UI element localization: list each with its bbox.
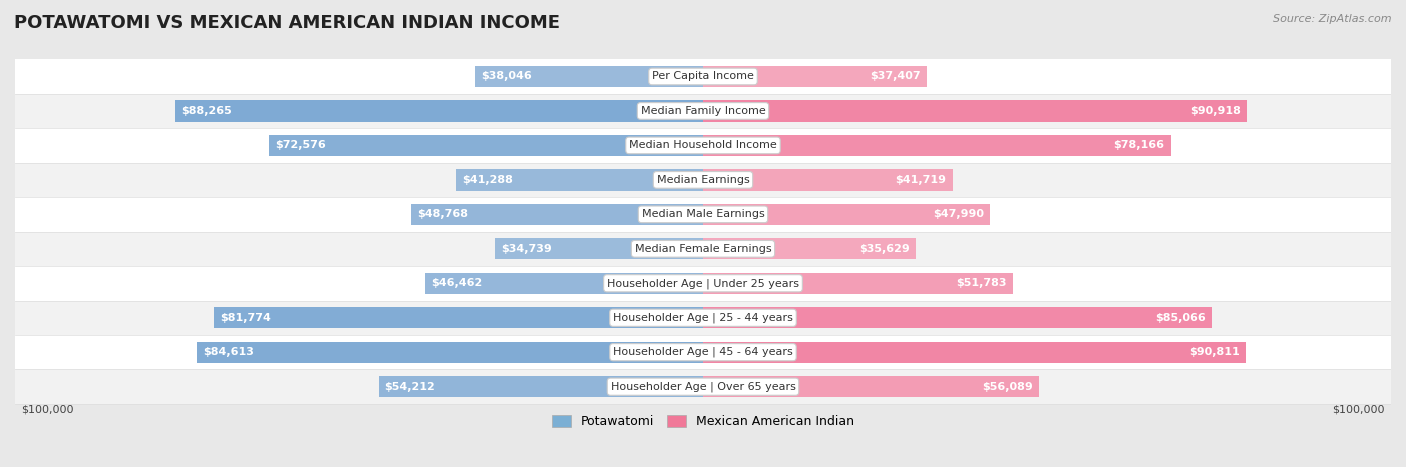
Text: $35,629: $35,629	[859, 244, 910, 254]
Text: $72,576: $72,576	[274, 141, 326, 150]
Bar	[15, 163, 1391, 197]
Bar	[703, 169, 953, 191]
Bar	[703, 341, 1246, 363]
Text: $46,462: $46,462	[432, 278, 482, 288]
Text: Householder Age | 25 - 44 years: Householder Age | 25 - 44 years	[613, 312, 793, 323]
Bar	[411, 204, 703, 225]
Bar	[425, 273, 703, 294]
Text: $90,811: $90,811	[1189, 347, 1240, 357]
Text: Median Male Earnings: Median Male Earnings	[641, 209, 765, 219]
Bar	[703, 204, 990, 225]
Text: $81,774: $81,774	[219, 313, 270, 323]
Bar	[495, 238, 703, 260]
Text: $100,000: $100,000	[21, 404, 73, 414]
Text: Median Earnings: Median Earnings	[657, 175, 749, 185]
Bar	[269, 135, 703, 156]
Text: Median Household Income: Median Household Income	[628, 141, 778, 150]
Bar	[15, 94, 1391, 128]
Bar	[197, 341, 703, 363]
Text: Householder Age | Over 65 years: Householder Age | Over 65 years	[610, 382, 796, 392]
Bar	[15, 59, 1391, 94]
Bar	[15, 335, 1391, 369]
Text: $41,288: $41,288	[463, 175, 513, 185]
Text: Householder Age | 45 - 64 years: Householder Age | 45 - 64 years	[613, 347, 793, 357]
Text: Median Family Income: Median Family Income	[641, 106, 765, 116]
Bar	[703, 100, 1247, 121]
Text: $78,166: $78,166	[1114, 141, 1164, 150]
Text: $54,212: $54,212	[385, 382, 436, 392]
Bar	[15, 266, 1391, 300]
Text: Median Female Earnings: Median Female Earnings	[634, 244, 772, 254]
Bar	[15, 197, 1391, 232]
Text: $90,918: $90,918	[1189, 106, 1241, 116]
Bar	[703, 273, 1012, 294]
Text: $47,990: $47,990	[934, 209, 984, 219]
Text: Per Capita Income: Per Capita Income	[652, 71, 754, 81]
Text: POTAWATOMI VS MEXICAN AMERICAN INDIAN INCOME: POTAWATOMI VS MEXICAN AMERICAN INDIAN IN…	[14, 14, 560, 32]
Text: $56,089: $56,089	[981, 382, 1032, 392]
Legend: Potawatomi, Mexican American Indian: Potawatomi, Mexican American Indian	[547, 410, 859, 433]
Bar	[15, 232, 1391, 266]
Bar	[15, 128, 1391, 163]
Bar	[475, 66, 703, 87]
Bar	[15, 300, 1391, 335]
Bar	[703, 238, 917, 260]
Bar	[703, 135, 1171, 156]
Text: $38,046: $38,046	[481, 71, 531, 81]
Text: $48,768: $48,768	[418, 209, 468, 219]
Text: $84,613: $84,613	[202, 347, 253, 357]
Bar	[378, 376, 703, 397]
Text: $34,739: $34,739	[501, 244, 553, 254]
Bar	[703, 307, 1212, 328]
Bar	[214, 307, 703, 328]
Bar	[15, 369, 1391, 404]
Text: Source: ZipAtlas.com: Source: ZipAtlas.com	[1274, 14, 1392, 24]
Text: $85,066: $85,066	[1156, 313, 1206, 323]
Text: $88,265: $88,265	[181, 106, 232, 116]
Text: $41,719: $41,719	[896, 175, 946, 185]
Bar	[456, 169, 703, 191]
Bar	[703, 376, 1039, 397]
Text: Householder Age | Under 25 years: Householder Age | Under 25 years	[607, 278, 799, 289]
Text: $51,783: $51,783	[956, 278, 1007, 288]
Text: $100,000: $100,000	[1333, 404, 1385, 414]
Text: $37,407: $37,407	[870, 71, 921, 81]
Bar	[174, 100, 703, 121]
Bar	[703, 66, 927, 87]
